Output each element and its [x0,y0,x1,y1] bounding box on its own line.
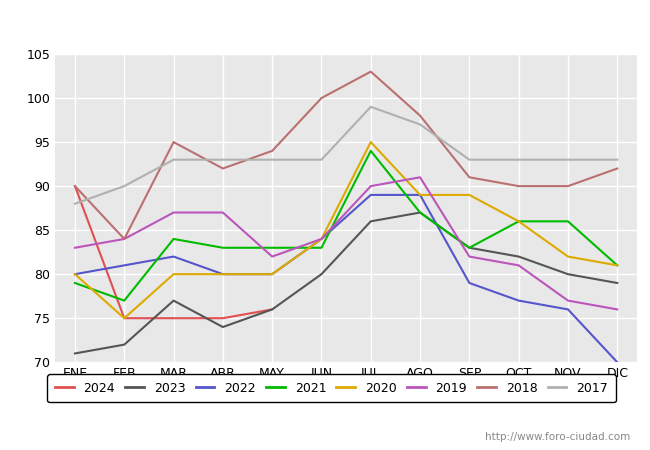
Text: Afiliados en Linares de Mora a 31/5/2024: Afiliados en Linares de Mora a 31/5/2024 [168,16,482,31]
Text: http://www.foro-ciudad.com: http://www.foro-ciudad.com [486,432,630,441]
Legend: 2024, 2023, 2022, 2021, 2020, 2019, 2018, 2017: 2024, 2023, 2022, 2021, 2020, 2019, 2018… [47,374,616,402]
